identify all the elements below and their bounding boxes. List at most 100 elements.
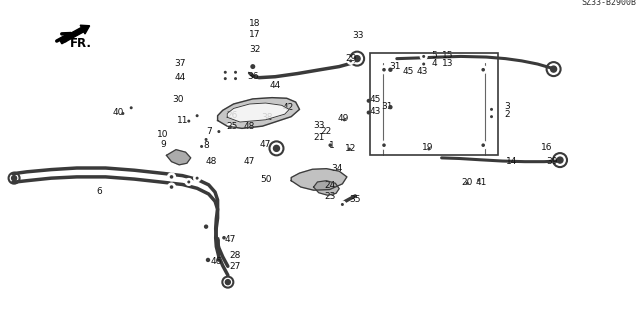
Text: 4: 4 xyxy=(431,59,436,68)
Circle shape xyxy=(348,57,354,64)
Text: 34: 34 xyxy=(332,164,343,172)
Text: 11: 11 xyxy=(177,116,188,125)
Text: 32: 32 xyxy=(249,45,260,54)
Circle shape xyxy=(426,146,432,152)
Circle shape xyxy=(120,110,126,117)
Circle shape xyxy=(201,222,211,232)
Text: 33: 33 xyxy=(353,31,364,40)
Text: 50: 50 xyxy=(260,175,271,184)
Text: 31: 31 xyxy=(381,102,393,111)
Text: 22: 22 xyxy=(321,127,332,136)
Circle shape xyxy=(188,120,190,123)
Circle shape xyxy=(464,180,470,187)
Circle shape xyxy=(348,147,351,151)
Circle shape xyxy=(273,146,280,151)
Circle shape xyxy=(222,69,228,76)
Text: 49: 49 xyxy=(337,114,349,123)
Circle shape xyxy=(216,128,222,135)
FancyArrow shape xyxy=(60,25,90,44)
Circle shape xyxy=(122,112,124,115)
Text: 37: 37 xyxy=(175,59,186,68)
Circle shape xyxy=(488,106,495,113)
Circle shape xyxy=(203,255,213,265)
Text: 7: 7 xyxy=(207,127,212,136)
Circle shape xyxy=(367,111,371,114)
Polygon shape xyxy=(227,103,289,122)
Text: 44: 44 xyxy=(175,73,186,82)
Circle shape xyxy=(328,143,332,147)
Text: 18: 18 xyxy=(249,19,260,28)
Text: 14: 14 xyxy=(506,157,518,166)
Text: 2: 2 xyxy=(504,110,509,119)
Circle shape xyxy=(481,143,485,147)
Circle shape xyxy=(479,141,487,149)
Circle shape xyxy=(225,280,230,285)
Circle shape xyxy=(234,77,237,80)
Circle shape xyxy=(224,71,227,74)
Circle shape xyxy=(168,173,175,181)
Text: 43: 43 xyxy=(417,67,428,76)
Circle shape xyxy=(204,224,208,229)
Circle shape xyxy=(490,108,493,111)
Circle shape xyxy=(227,123,234,130)
Text: 47: 47 xyxy=(225,235,236,244)
Text: 45: 45 xyxy=(403,67,414,76)
Circle shape xyxy=(479,66,487,74)
Circle shape xyxy=(349,59,352,62)
Circle shape xyxy=(422,62,425,66)
Circle shape xyxy=(222,75,228,82)
Polygon shape xyxy=(218,98,300,128)
Circle shape xyxy=(388,105,392,109)
Circle shape xyxy=(382,143,386,147)
Text: 43: 43 xyxy=(369,107,381,116)
Circle shape xyxy=(367,99,371,103)
Circle shape xyxy=(247,61,259,73)
Circle shape xyxy=(234,71,237,74)
Circle shape xyxy=(200,145,203,148)
Text: 3: 3 xyxy=(504,102,509,111)
Circle shape xyxy=(476,177,482,184)
Polygon shape xyxy=(291,169,347,190)
Circle shape xyxy=(194,112,200,119)
Text: 41: 41 xyxy=(476,178,487,187)
Circle shape xyxy=(420,61,427,68)
Circle shape xyxy=(186,118,192,125)
Circle shape xyxy=(557,157,563,163)
Text: 13: 13 xyxy=(442,59,454,68)
Circle shape xyxy=(346,146,353,152)
Bar xyxy=(370,53,498,155)
Text: 1: 1 xyxy=(329,141,334,150)
Text: FR.: FR. xyxy=(70,37,92,50)
Circle shape xyxy=(206,258,210,262)
Circle shape xyxy=(388,68,392,72)
Text: 9: 9 xyxy=(161,140,166,149)
Text: 29: 29 xyxy=(345,54,356,63)
Text: 17: 17 xyxy=(249,30,260,39)
Circle shape xyxy=(205,138,207,141)
Text: 10: 10 xyxy=(157,130,169,139)
Polygon shape xyxy=(314,181,339,195)
Circle shape xyxy=(218,130,220,133)
Circle shape xyxy=(128,104,134,111)
Text: 26: 26 xyxy=(226,111,237,120)
Circle shape xyxy=(364,96,373,105)
Circle shape xyxy=(224,77,227,80)
Text: 16: 16 xyxy=(541,143,553,152)
Circle shape xyxy=(380,66,388,74)
Text: 21: 21 xyxy=(313,133,324,142)
Circle shape xyxy=(428,147,430,151)
Circle shape xyxy=(420,53,427,60)
Text: 20: 20 xyxy=(461,178,473,187)
Text: 31: 31 xyxy=(390,62,401,71)
Circle shape xyxy=(196,114,198,117)
Text: 24: 24 xyxy=(324,181,335,190)
Circle shape xyxy=(339,201,346,208)
Circle shape xyxy=(490,115,493,118)
Circle shape xyxy=(188,180,190,184)
Circle shape xyxy=(422,55,425,58)
Circle shape xyxy=(229,125,232,128)
Text: 28: 28 xyxy=(230,251,241,260)
Text: 48: 48 xyxy=(205,157,217,166)
Circle shape xyxy=(170,185,173,189)
Circle shape xyxy=(250,64,255,69)
